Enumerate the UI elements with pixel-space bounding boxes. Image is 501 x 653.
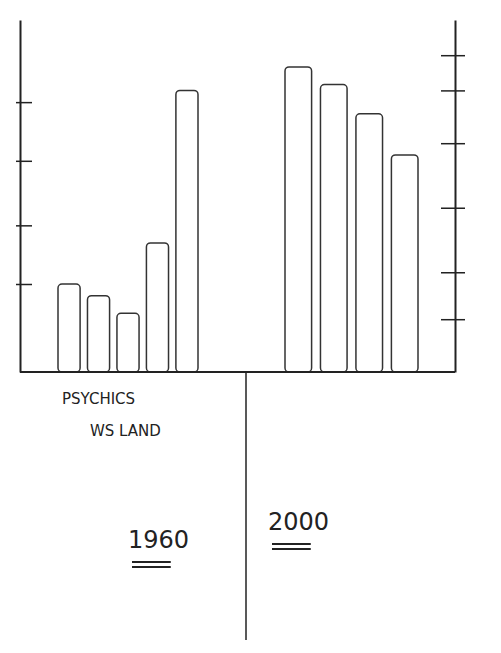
y2-axis [441,21,465,373]
tick-mark [441,55,465,57]
bar [58,284,80,372]
group-label: 2000 [268,508,329,536]
y-axis [16,21,32,373]
tick-mark [441,319,465,321]
tick [441,272,465,273]
axis-line [20,21,22,373]
underline [132,561,171,563]
annotation: PSYCHICS [62,390,135,408]
baseline [20,371,455,373]
tick-mark [16,225,32,227]
underline [272,548,311,550]
tick [441,143,465,144]
tick-mark [16,102,32,104]
bar [176,90,198,372]
tick [16,161,32,162]
tick [441,208,465,209]
underline [132,566,171,568]
tick-mark [441,207,465,209]
bars [58,67,418,372]
bar [87,296,109,372]
tick [16,284,32,285]
group-label: 1960 [128,526,189,554]
bar [285,67,312,372]
bar [117,313,139,372]
tick-mark [16,161,32,163]
underline [272,543,311,545]
tick [441,319,465,320]
bar [146,243,168,372]
tick [16,102,32,103]
divider [245,372,247,640]
tick [16,225,32,226]
bar [391,155,418,372]
chart: PSYCHICS WS LAND 1960 2000 [0,0,501,653]
bar [320,85,347,372]
annotation: WS LAND [90,422,161,440]
tick-mark [441,90,465,92]
tick [441,90,465,91]
bar [356,114,383,372]
tick-mark [441,143,465,145]
tick-mark [16,284,32,286]
tick [441,55,465,56]
tick-mark [441,272,465,274]
